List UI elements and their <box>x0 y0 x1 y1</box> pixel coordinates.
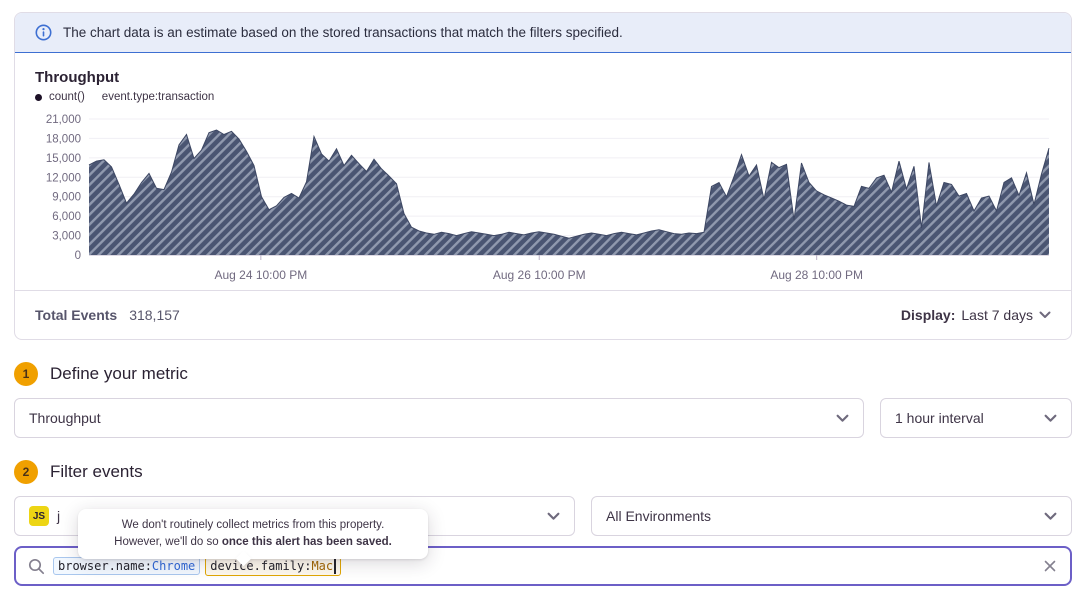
svg-text:Aug 26 10:00 PM: Aug 26 10:00 PM <box>493 268 586 282</box>
chevron-down-icon <box>1044 414 1057 422</box>
tooltip-line2-bold: once this alert has been saved. <box>221 535 392 548</box>
chart-section: Throughput count() event.type:transactio… <box>15 53 1071 290</box>
legend-filter-label: event.type:transaction <box>101 91 215 103</box>
svg-text:21,000: 21,000 <box>46 114 81 126</box>
close-icon <box>1044 560 1056 572</box>
legend-dot-icon <box>35 93 42 101</box>
search-token-browser-name[interactable]: browser.name: Chrome <box>53 557 201 575</box>
metric-row: Throughput 1 hour interval <box>14 398 1072 438</box>
estimate-banner: The chart data is an estimate based on t… <box>15 13 1071 53</box>
total-events-value: 318,157 <box>129 307 180 323</box>
estimate-banner-text: The chart data is an estimate based on t… <box>63 25 623 40</box>
environment-select-value: All Environments <box>606 508 712 524</box>
search-icon <box>28 558 45 574</box>
svg-text:Aug 28 10:00 PM: Aug 28 10:00 PM <box>770 268 863 282</box>
total-events-label: Total Events <box>35 307 118 323</box>
metric-section-title: Define your metric <box>50 364 188 383</box>
tooltip-line2: However, we'll do so <box>114 535 222 548</box>
chart-legend: count() event.type:transaction <box>35 91 1051 103</box>
svg-text:12,000: 12,000 <box>46 172 81 184</box>
chart-panel: The chart data is an estimate based on t… <box>14 12 1072 340</box>
chart-panel-footer: Total Events 318,157 Display: Last 7 days <box>15 290 1071 339</box>
svg-text:9,000: 9,000 <box>52 192 81 204</box>
aggregate-select-value: Throughput <box>29 410 101 426</box>
project-select-value: j <box>57 508 61 524</box>
aggregate-select[interactable]: Throughput <box>14 398 864 438</box>
info-icon <box>35 24 52 41</box>
throughput-chart: 0 3,000 6,000 9,000 12,000 15,000 18,000 21,000… <box>46 114 1050 282</box>
filter-section-header: 2 Filter events <box>14 460 1072 484</box>
text-cursor <box>334 558 336 574</box>
total-events: Total Events 318,157 <box>35 307 180 323</box>
chevron-down-icon <box>547 512 560 520</box>
filter-section-title: Filter events <box>50 462 143 481</box>
clear-search-button[interactable] <box>1042 558 1058 574</box>
svg-text:18,000: 18,000 <box>46 133 81 145</box>
step-1-badge: 1 <box>14 362 38 386</box>
display-label: Display: <box>900 307 956 323</box>
svg-text:6,000: 6,000 <box>52 211 81 223</box>
display-period-dropdown[interactable]: Display: Last 7 days <box>901 307 1051 323</box>
javascript-platform-icon: JS <box>29 506 49 526</box>
step-2-badge: 2 <box>14 460 38 484</box>
chart-area-series <box>89 130 1049 255</box>
chevron-down-icon <box>1044 512 1057 520</box>
legend-series-label: count() <box>49 91 85 103</box>
metric-property-tooltip: We don't routinely collect metrics from … <box>78 509 428 567</box>
chevron-down-icon <box>1039 311 1051 318</box>
interval-select-value: 1 hour interval <box>895 410 984 426</box>
search-token-list[interactable]: browser.name: Chrome device.family: Mac <box>53 556 1034 576</box>
chevron-down-icon <box>836 414 849 422</box>
interval-select[interactable]: 1 hour interval <box>880 398 1072 438</box>
chart-title: Throughput <box>35 69 120 86</box>
tooltip-line1: We don't routinely collect metrics from … <box>121 519 385 531</box>
display-value: Last 7 days <box>961 307 1033 323</box>
metric-section-header: 1 Define your metric <box>14 362 1072 386</box>
svg-text:3,000: 3,000 <box>52 231 81 243</box>
svg-text:Aug 24 10:00 PM: Aug 24 10:00 PM <box>214 268 307 282</box>
search-token-device-family[interactable]: device.family: Mac <box>205 556 341 576</box>
svg-text:15,000: 15,000 <box>46 153 81 165</box>
svg-text:0: 0 <box>75 250 81 262</box>
environment-select[interactable]: All Environments <box>591 496 1072 536</box>
